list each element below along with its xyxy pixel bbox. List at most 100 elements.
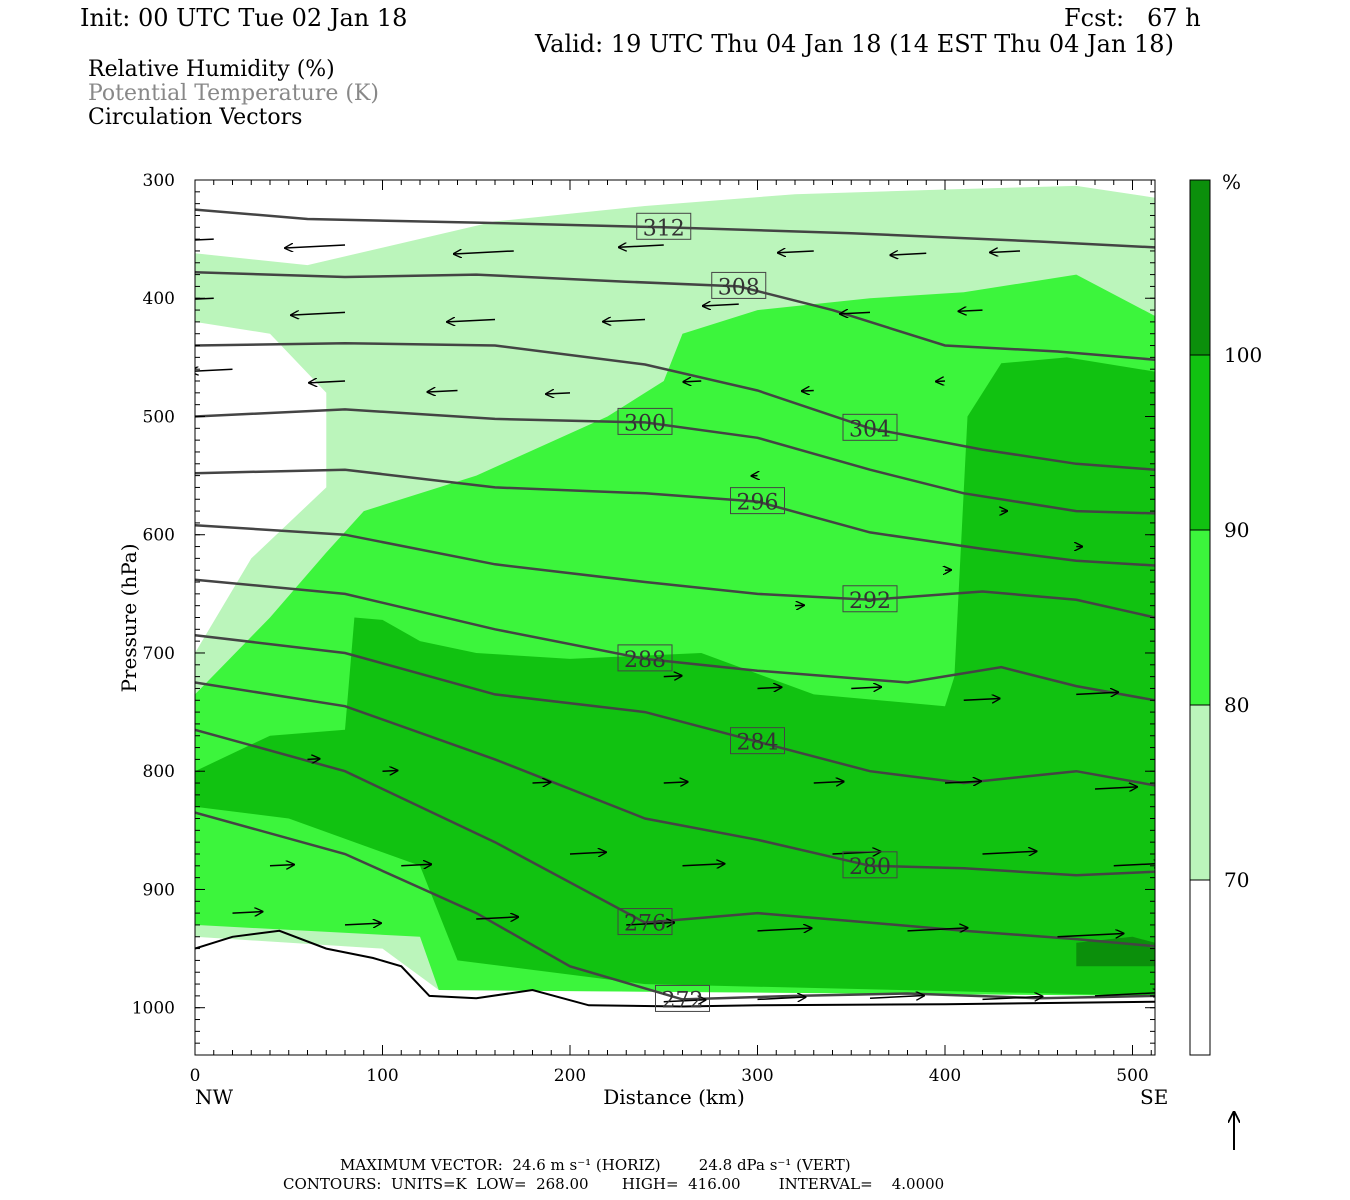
circulation-vector [619, 245, 664, 247]
x-tick-label: 200 [554, 1066, 586, 1086]
x-left-end-label: NW [195, 1085, 234, 1109]
y-tick-label: 300 [143, 171, 175, 191]
colorbar-segment [1189, 879, 1211, 1056]
terrain-line [195, 929, 1155, 1008]
contour-label: 300 [624, 411, 666, 436]
circulation-vector [890, 253, 927, 255]
theta-contour-280 [195, 681, 1155, 877]
circulation-vector [663, 676, 682, 677]
colorbar-segment [1189, 179, 1211, 356]
circulation-vector [232, 912, 263, 914]
circulation-vector [454, 251, 514, 254]
circulation-vector [309, 381, 346, 383]
cross-section-chart: 312 308 304 300 296 292 288 284 280 276 272 0 100 20… [117, 170, 1262, 1150]
contour-label: 284 [737, 731, 779, 756]
circulation-vector [195, 238, 214, 241]
forecast-hour: Fcst: 67 h [1064, 4, 1201, 32]
colorbar-tick-label: 80 [1224, 693, 1249, 717]
circulation-vector [1094, 787, 1137, 789]
circulation-vector [907, 928, 968, 931]
circulation-vector [813, 782, 844, 784]
rh-shading [195, 185, 1155, 996]
theta-contour-292 [195, 524, 1155, 619]
y-tick-label: 1000 [132, 999, 175, 1019]
circulation-vector [307, 759, 320, 760]
colorbar-tick-label: 100 [1224, 343, 1262, 367]
theta-contours [195, 208, 1155, 1001]
circulation-vector [944, 781, 981, 783]
contour-label-box [617, 908, 673, 936]
circulation-vectors [195, 238, 1155, 1008]
circulation-vector [1076, 692, 1118, 694]
theta-contour-296 [195, 468, 1155, 567]
x-tick-label: 100 [366, 1066, 398, 1086]
contour-label-box [636, 212, 692, 240]
theta-contour-272 [195, 811, 1155, 1001]
contour-label-box [842, 851, 898, 879]
axes: 0 100 200 300 400 500 300 400 500 600 700 800 900 100… [132, 171, 1155, 1086]
x-tick-label: 400 [929, 1066, 961, 1086]
circulation-vector [757, 997, 806, 999]
circulation-vector [703, 304, 739, 306]
x-right-end-label: SE [1140, 1085, 1168, 1109]
theta-contour-312 [195, 208, 1155, 249]
contour-label: 272 [662, 988, 704, 1013]
circulation-vector [569, 852, 606, 854]
circulation-vector [959, 310, 983, 311]
circulation-vector [447, 320, 496, 322]
y-tick-label: 900 [143, 880, 175, 900]
y-tick-label: 500 [143, 407, 175, 427]
contour-label-box [617, 407, 673, 435]
theta-contour-300 [195, 408, 1155, 515]
y-tick-label: 400 [143, 289, 175, 309]
legend-rh-label: Relative Humidity (%) [88, 57, 335, 82]
circulation-vector [683, 381, 702, 382]
legend-theta-label: Potential Temperature (K) [88, 81, 379, 106]
contour-label: 296 [737, 491, 779, 516]
circulation-vector [382, 770, 398, 771]
colorbar: 70 80 90 100 [1189, 179, 1262, 1056]
contour-label-box [730, 727, 785, 755]
contour-label: 304 [849, 417, 891, 442]
contour-label-box [730, 487, 785, 515]
circulation-vector [663, 782, 688, 783]
contour-label: 276 [624, 912, 666, 937]
circulation-vector [195, 297, 214, 300]
circulation-vector [869, 996, 924, 999]
footer-max-vector: MAXIMUM VECTOR: 24.6 m s⁻¹ (HORIZ) 24.8 … [340, 1156, 851, 1174]
contour-label: 280 [849, 855, 891, 880]
colorbar-segment [1189, 704, 1211, 881]
x-tick-label: 500 [1116, 1066, 1148, 1086]
contour-label: 292 [849, 589, 891, 614]
contour-label-box [655, 984, 710, 1012]
circulation-vector [663, 1000, 706, 1002]
circulation-vector [532, 782, 551, 783]
circulation-vector [840, 312, 871, 314]
contour-label: 312 [643, 216, 685, 241]
circulation-vector [757, 687, 782, 688]
contour-labels: 312 308 304 300 296 292 288 284 280 276 272 [617, 212, 898, 1013]
legend-vectors-label: Circulation Vectors [88, 105, 303, 130]
theta-contour-276 [195, 728, 1155, 948]
colorbar-segment [1189, 354, 1211, 531]
circulation-vector [401, 864, 431, 866]
theta-contour-288 [195, 578, 1155, 702]
colorbar-unit: % [1222, 170, 1241, 194]
circulation-vector [428, 390, 458, 392]
theta-contour-308 [195, 270, 1155, 361]
circulation-vector [1057, 933, 1124, 936]
circulation-vector [757, 928, 812, 931]
footer-contours: CONTOURS: UNITS=K LOW= 268.00 HIGH= 416.… [283, 1175, 945, 1193]
circulation-vector [982, 996, 1043, 999]
x-axis-title: Distance (km) [603, 1085, 745, 1109]
y-tick-label: 700 [143, 644, 175, 664]
contour-label-box [711, 271, 767, 299]
circulation-vector [626, 923, 674, 925]
y-tick-label: 600 [143, 526, 175, 546]
y-tick-label: 800 [143, 762, 175, 782]
circulation-vector [195, 369, 233, 371]
contour-label-box [842, 585, 898, 613]
colorbar-tick-label: 70 [1224, 868, 1249, 892]
x-tick-label: 0 [190, 1066, 201, 1086]
circulation-vector [285, 245, 346, 248]
